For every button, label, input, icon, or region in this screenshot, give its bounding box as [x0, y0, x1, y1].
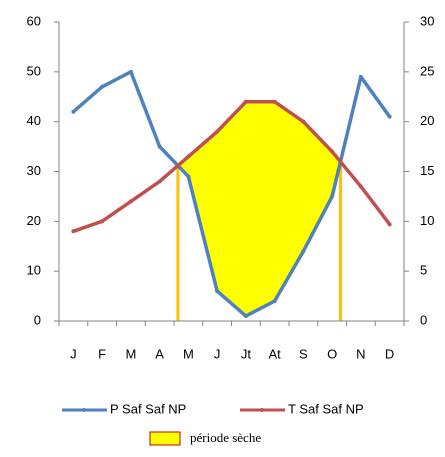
- series-marker: [330, 194, 335, 199]
- series-marker: [243, 314, 248, 319]
- series-marker: [71, 109, 76, 114]
- series-marker: [387, 114, 392, 119]
- legend-label: période sèche: [190, 430, 261, 445]
- x-tick-label: S: [299, 346, 308, 361]
- series-marker: [358, 74, 363, 79]
- series-marker: [301, 119, 306, 124]
- series-marker: [128, 69, 133, 74]
- series-marker: [186, 174, 191, 179]
- y-tick-label: 60: [27, 13, 41, 28]
- legend-label: T Saf Saf NP: [288, 401, 364, 416]
- legend-swatch: [149, 431, 181, 446]
- series-marker: [100, 219, 105, 224]
- y2-tick-label: 25: [420, 63, 434, 78]
- series-marker: [186, 154, 191, 159]
- y-tick-label: 30: [27, 163, 41, 178]
- x-tick-label: J: [214, 346, 221, 361]
- series-marker: [243, 99, 248, 104]
- y2-tick-label: 5: [420, 263, 427, 278]
- y-tick-label: 10: [27, 263, 41, 278]
- x-tick-label: M: [183, 346, 194, 361]
- x-tick-label: At: [268, 346, 281, 361]
- series-marker: [387, 222, 392, 227]
- x-tick-label: D: [385, 346, 394, 361]
- series-line: [72, 70, 392, 318]
- x-tick-label: A: [155, 346, 164, 361]
- series-marker: [215, 289, 220, 294]
- y2-tick-label: 30: [420, 13, 434, 28]
- legend-label: P Saf Saf NP: [110, 401, 186, 416]
- y2-tick-label: 10: [420, 213, 434, 228]
- x-tick-label: N: [356, 346, 365, 361]
- y2-tick-label: 20: [420, 113, 434, 128]
- series-marker: [330, 149, 335, 154]
- series-marker: [215, 129, 220, 134]
- x-tick-label: O: [327, 346, 337, 361]
- x-tick-label: M: [125, 346, 136, 361]
- series-marker: [301, 249, 306, 254]
- x-tick-label: F: [98, 346, 106, 361]
- x-tick-label: Jt: [241, 346, 252, 361]
- series-marker: [100, 84, 105, 89]
- series-marker: [272, 99, 277, 104]
- y-tick-label: 40: [27, 113, 41, 128]
- legend-marker: [260, 408, 264, 412]
- series-marker: [157, 179, 162, 184]
- y2-tick-label: 0: [420, 312, 427, 327]
- dry-period-area: [177, 101, 341, 317]
- series-line: [72, 99, 392, 233]
- x-tick-label: J: [70, 346, 77, 361]
- legend-marker: [82, 408, 86, 412]
- series-marker: [71, 229, 76, 234]
- series-marker: [358, 184, 363, 189]
- series-marker: [157, 144, 162, 149]
- y-tick-label: 20: [27, 213, 41, 228]
- series-marker: [272, 299, 277, 304]
- series-marker: [128, 199, 133, 204]
- y-tick-label: 50: [27, 63, 41, 78]
- y2-tick-label: 15: [420, 163, 434, 178]
- y-tick-label: 0: [34, 312, 41, 327]
